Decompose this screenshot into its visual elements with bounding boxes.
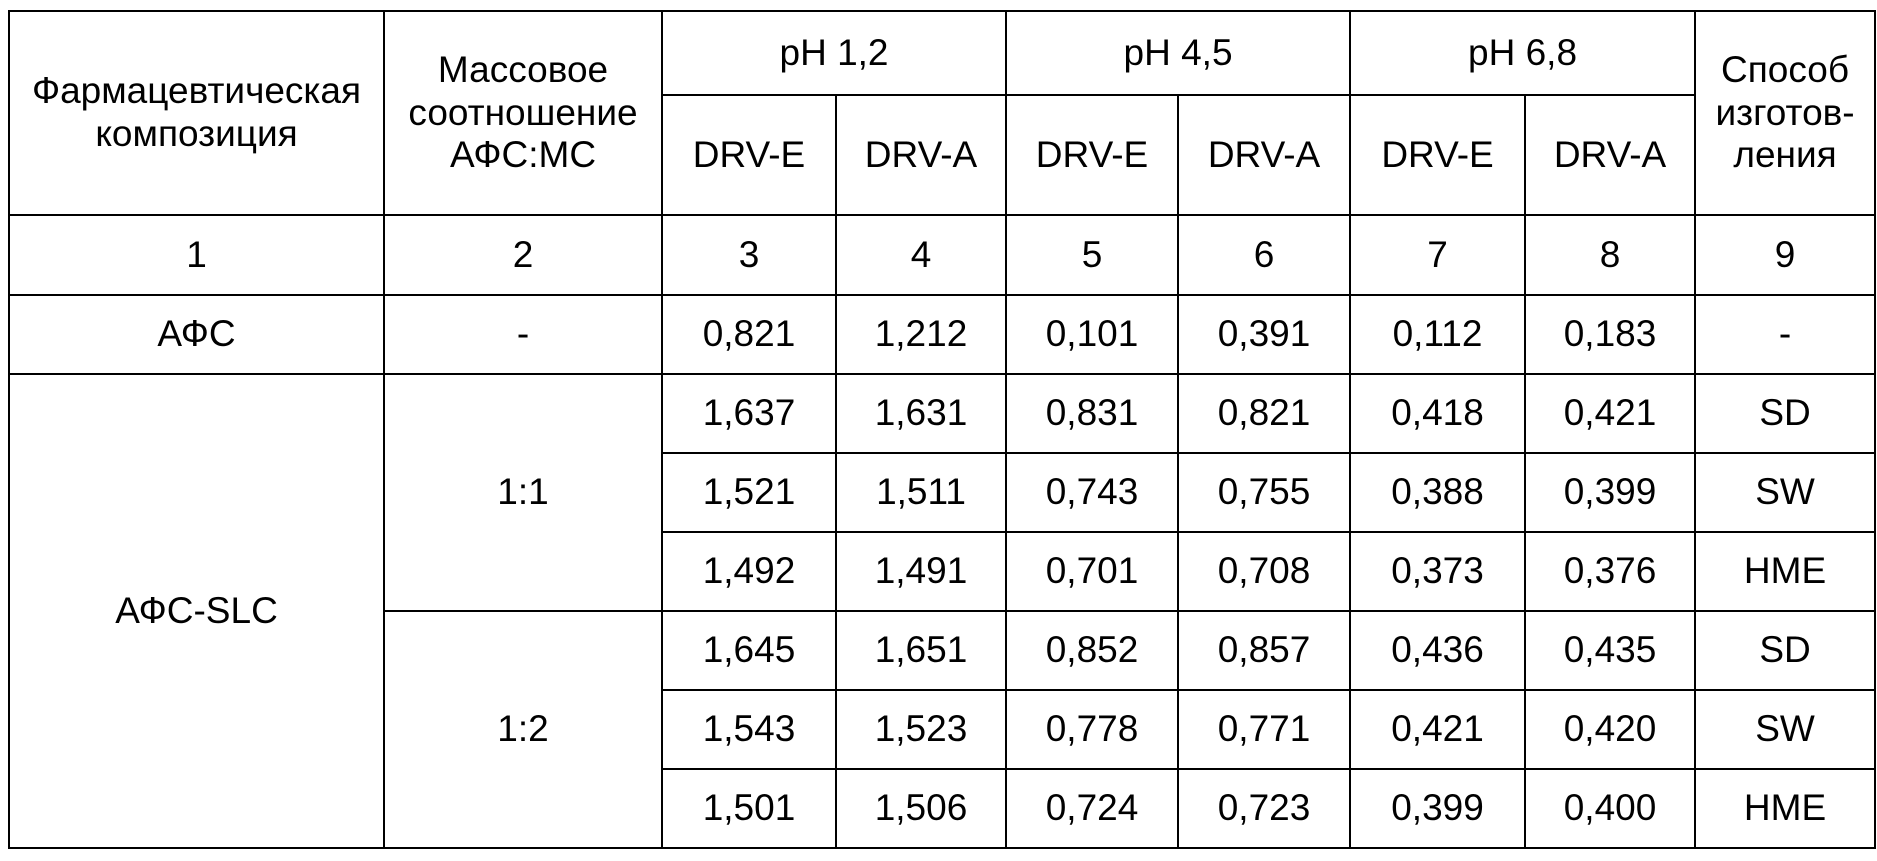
header-group: pH 6,8 xyxy=(1349,10,1697,96)
composition-cell: АФС xyxy=(8,294,385,375)
table-row: АФС -0,821 1,212 0,101 0,391 0,112 0,183- xyxy=(8,294,1877,375)
method-cell: SW xyxy=(1694,452,1877,533)
value-cell: 1,492 xyxy=(661,531,837,612)
ratio-cell: 1:1 xyxy=(383,373,663,612)
value-cell: 0,857 xyxy=(1177,610,1352,691)
header-subcell: DRV-E xyxy=(1005,94,1180,216)
column-number: 8 xyxy=(1524,214,1697,296)
method-cell: SW xyxy=(1694,689,1877,770)
value-cell: 0,778 xyxy=(1005,689,1180,770)
column-number: 9 xyxy=(1694,214,1877,296)
header-cell: Способ изготов-ления xyxy=(1694,10,1877,216)
composition-cell: АФС-SLC xyxy=(8,373,385,849)
value-cell: 0,821 xyxy=(661,294,837,375)
value-cell: 1,631 xyxy=(834,373,1008,454)
method-cell: SD xyxy=(1694,610,1877,691)
value-cell: 1,543 xyxy=(661,689,837,770)
value-cell: 1,491 xyxy=(834,531,1008,612)
value-cell: 1,637 xyxy=(661,373,837,454)
value-cell: 0,421 xyxy=(1524,373,1697,454)
method-cell: - xyxy=(1694,294,1877,375)
ratio-cell: - xyxy=(383,294,663,375)
table-row: 1,492 1,491 0,701 0,708 0,373 0,376 HME xyxy=(9,531,1877,612)
value-cell: 0,724 xyxy=(1005,768,1180,849)
table-row: 1,521 1,511 0,743 0,755 0,388 0,399 SW xyxy=(9,452,1877,533)
method-cell: SD xyxy=(1694,373,1877,454)
column-number: 7 xyxy=(1349,214,1527,296)
value-cell: 0,708 xyxy=(1177,531,1352,612)
cell-text-line: Способ xyxy=(1721,49,1850,91)
value-cell: 0,701 xyxy=(1005,531,1180,612)
value-cell: 0,101 xyxy=(1005,294,1180,375)
value-cell: 1,501 xyxy=(661,768,837,849)
method-cell: HME xyxy=(1694,768,1877,849)
value-cell: 1,645 xyxy=(661,610,837,691)
header-group: pH 4,5 xyxy=(1005,10,1352,96)
value-cell: 0,399 xyxy=(1349,768,1527,849)
column-number: 5 xyxy=(1005,214,1180,296)
table-row: Фармацевтическая композиция Массовое соотно… xyxy=(8,10,1877,216)
table-row: 1,501 1,506 0,724 0,723 0,399 0,400 HME xyxy=(9,768,1877,849)
value-cell: 0,436 xyxy=(1349,610,1527,691)
value-cell: 0,388 xyxy=(1349,452,1527,533)
column-number: 2 xyxy=(383,214,663,296)
value-cell: 0,418 xyxy=(1349,373,1527,454)
method-cell: HME xyxy=(1694,531,1877,612)
value-cell: 0,755 xyxy=(1177,452,1352,533)
value-cell: 0,399 xyxy=(1524,452,1697,533)
table-row: 1:2 1,645 1,651 0,852 0,857 0,436 0,435 SD xyxy=(9,610,1877,849)
table-row: АФС-SLC 1:1 1,637 1,631 0,831 0,821 0,418 0,421… xyxy=(8,373,1877,849)
value-cell: 0,420 xyxy=(1524,689,1697,770)
header-subcell: DRV-E xyxy=(1349,94,1527,216)
value-cell: 0,112 xyxy=(1349,294,1527,375)
column-number: 3 xyxy=(661,214,837,296)
table-row: DRV-E DRV-A DRV-E DRV-A DRV-E DRV-A xyxy=(9,94,1875,216)
cell-text-line: Массовое xyxy=(437,49,609,91)
column-number: 6 xyxy=(1177,214,1352,296)
value-cell: 0,400 xyxy=(1524,768,1697,849)
table-row: 1,543 1,523 0,778 0,771 0,421 0,420 SW xyxy=(9,689,1877,770)
value-cell: 0,376 xyxy=(1524,531,1697,612)
value-cell: 0,743 xyxy=(1005,452,1180,533)
value-cell: 0,391 xyxy=(1177,294,1352,375)
value-cell: 0,183 xyxy=(1524,294,1697,375)
value-cell: 0,723 xyxy=(1177,768,1352,849)
header-subcell: DRV-E xyxy=(661,94,837,216)
value-cell: 0,821 xyxy=(1177,373,1352,454)
value-cell: 0,421 xyxy=(1349,689,1527,770)
header-cell: Массовое соотношение АФС:МС xyxy=(383,10,663,216)
value-cell: 1,506 xyxy=(834,768,1008,849)
value-cell: 0,373 xyxy=(1349,531,1527,612)
cell-text-line: Фармацевтическая xyxy=(31,70,362,112)
header-subcell: DRV-A xyxy=(1524,94,1697,216)
value-cell: 1,212 xyxy=(834,294,1008,375)
header-group: pH 1,2 xyxy=(660,10,1008,96)
cell-text-line: соотношение xyxy=(408,91,638,133)
value-cell: 1,511 xyxy=(834,452,1008,533)
value-cell: 0,771 xyxy=(1177,689,1352,770)
header-subcell: DRV-A xyxy=(1177,94,1352,216)
cell-text-line: ления xyxy=(1733,134,1837,176)
cell-text-line: композиция xyxy=(95,113,298,154)
ratio-cell: 1:2 xyxy=(383,610,663,849)
value-cell: 0,831 xyxy=(1005,373,1180,454)
value-cell: 1,523 xyxy=(834,689,1008,770)
header-cell: Фармацевтическая композиция xyxy=(8,10,385,216)
cell-text-line: изготов- xyxy=(1715,91,1855,133)
value-cell: 0,435 xyxy=(1524,610,1697,691)
data-table: Фармацевтическая композиция Массовое соотно… xyxy=(8,10,1877,849)
column-number: 4 xyxy=(834,214,1008,296)
cell-text-line: АФС:МС xyxy=(449,134,597,176)
column-number: 1 xyxy=(8,214,385,296)
value-cell: 0,852 xyxy=(1005,610,1180,691)
value-cell: 1,521 xyxy=(661,452,837,533)
header-subcell: DRV-A xyxy=(834,94,1008,216)
value-cell: 1,651 xyxy=(834,610,1008,691)
